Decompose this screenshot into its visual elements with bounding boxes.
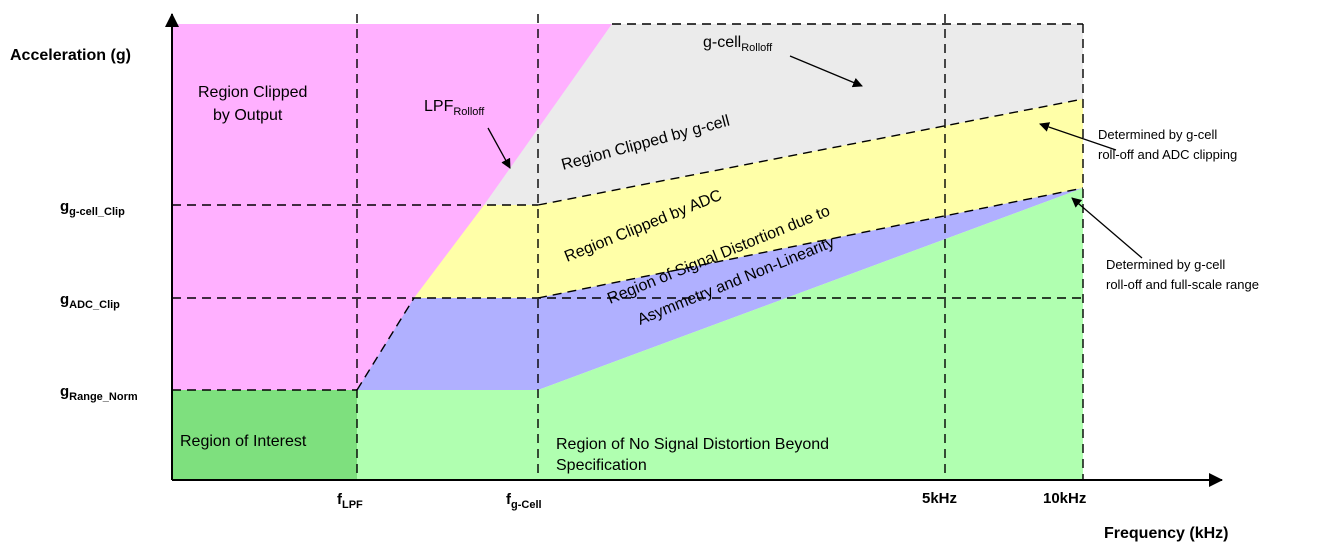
gcell-rolloff-label: g-cellRolloff — [703, 34, 773, 54]
region-signal-distortion-fill — [357, 188, 1083, 390]
region-of-interest-label: Region of Interest — [180, 433, 307, 450]
note-adc-clipping-2: roll-off and ADC clipping — [1098, 147, 1237, 162]
y-axis-title: Acceleration (g) — [10, 47, 131, 64]
region-clipped-by-output-label-2: by Output — [213, 107, 283, 124]
region-clipped-by-output-label-1: Region Clipped — [198, 84, 307, 101]
region-of-interest-fill — [172, 390, 357, 480]
note-adc-clipping-1: Determined by g-cell — [1098, 127, 1217, 142]
note-fullscale-1: Determined by g-cell — [1106, 257, 1225, 272]
y-tick-adc-clip: gADC_Clip — [60, 291, 120, 311]
note-fullscale-arrow — [1071, 197, 1143, 259]
y-tick-gcell-clip: gg-cell_Clip — [60, 198, 125, 218]
region-no-distortion-label-1: Region of No Signal Distortion Beyond — [556, 436, 829, 453]
region-clipped-by-adc-fill — [414, 99, 1083, 298]
lpf-rolloff-arrow — [487, 127, 511, 169]
x-tick-10khz: 10kHz — [1043, 490, 1086, 507]
x-tick-fgcell: fg-Cell — [506, 491, 542, 511]
note-adc-clipping-arrow — [1039, 122, 1117, 151]
y-tick-range-norm: gRange_Norm — [60, 383, 138, 403]
x-tick-5khz: 5kHz — [922, 490, 957, 507]
region-clipped-by-gcell-fill — [484, 24, 1083, 205]
gcell-rolloff-arrow — [789, 55, 863, 88]
guide-lines — [172, 14, 1084, 480]
region-no-distortion-label-2: Specification — [556, 457, 647, 474]
lpf-rolloff-label: LPFRolloff — [424, 98, 485, 118]
x-axis-title: Frequency (kHz) — [1104, 525, 1228, 542]
note-fullscale-2: roll-off and full-scale range — [1106, 277, 1259, 292]
x-tick-flpf: fLPF — [337, 491, 363, 511]
